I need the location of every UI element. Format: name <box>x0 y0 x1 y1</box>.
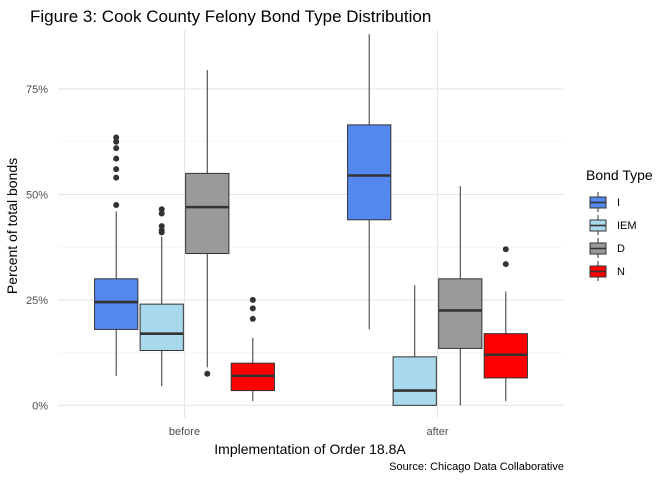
outlier-point <box>113 174 120 181</box>
box-series-group <box>94 34 528 406</box>
box-d-before <box>185 70 230 377</box>
outlier-point <box>502 261 509 268</box>
legend-label: D <box>617 243 625 255</box>
outlier-point <box>113 134 120 141</box>
caption: Source: Chicago Data Collaborative <box>389 461 564 473</box>
outlier-point <box>158 223 165 230</box>
outlier-point <box>113 138 120 145</box>
legend-label: IEM <box>617 220 637 232</box>
box-n-after <box>483 246 528 402</box>
x-axis-title: Implementation of Order 18.8A <box>214 441 406 457</box>
legend-item-d: D <box>589 238 625 258</box>
outlier-point <box>113 155 120 162</box>
outlier-point <box>249 315 256 322</box>
box-i-after <box>347 34 392 330</box>
y-axis-title: Percent of total bonds <box>4 158 20 294</box>
legend-label: N <box>617 266 625 278</box>
outlier-point <box>158 206 165 213</box>
outlier-point <box>502 246 509 253</box>
outlier-point <box>249 305 256 312</box>
chart-title: Figure 3: Cook County Felony Bond Type D… <box>30 7 431 26</box>
legend-title: Bond Type <box>586 167 653 183</box>
box-d-after <box>438 186 483 406</box>
legend-item-i: I <box>589 192 620 212</box>
x-tick-label: before <box>169 426 200 438</box>
x-tick-label: after <box>426 426 448 438</box>
y-tick-label: 50% <box>26 189 48 201</box>
x-axis-ticks: before after <box>169 426 449 438</box>
legend-label: I <box>617 197 620 209</box>
box-iqr <box>94 278 139 330</box>
y-axis-ticks: 0% 25% 50% 75% <box>26 84 48 412</box>
box-i-before <box>94 134 139 376</box>
outlier-point <box>158 227 165 234</box>
outlier-point <box>113 145 120 152</box>
box-iqr <box>185 172 230 255</box>
y-tick-label: 75% <box>26 84 48 96</box>
y-tick-label: 0% <box>32 400 48 412</box>
box-iqr <box>392 356 437 406</box>
box-iem-before <box>139 206 184 387</box>
outlier-point <box>158 210 165 217</box>
outlier-point <box>113 202 120 209</box>
box-n-before <box>230 296 275 402</box>
box-iqr <box>139 303 184 352</box>
outlier-point <box>113 166 120 173</box>
legend-item-n: N <box>589 261 625 281</box>
box-iqr <box>438 278 483 349</box>
box-iqr <box>347 124 392 221</box>
legend: Bond Type I IEM DN <box>586 167 653 281</box>
gridlines <box>58 30 564 418</box>
outlier-point <box>204 370 211 377</box>
outlier-point <box>249 296 256 303</box>
legend-item-iem: IEM <box>589 215 637 235</box>
y-tick-label: 25% <box>26 295 48 307</box>
box-iem-after <box>392 285 437 406</box>
